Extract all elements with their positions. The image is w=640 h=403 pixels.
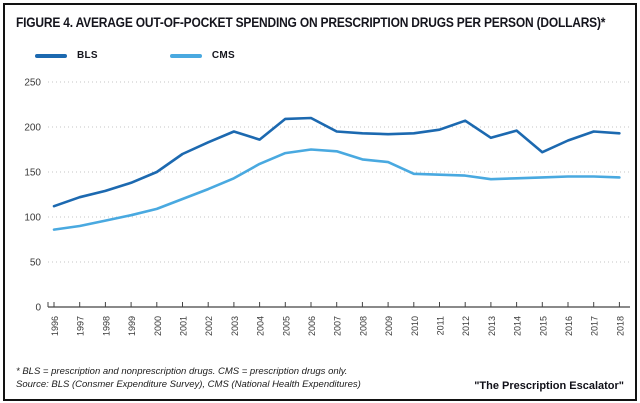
footnote-definitions: * BLS = prescription and nonprescription… [16,366,348,378]
cms-line-swatch-icon [169,53,202,58]
figure-footer: * BLS = prescription and nonprescription… [16,366,624,392]
x-tick-label-1996: 1996 [50,316,60,336]
x-tick-label-1998: 1998 [101,316,111,336]
y-tick-label-250: 250 [24,78,41,89]
legend-item-bls: BLS [35,50,98,61]
line-chart: 0 50 100 150 200 250 1996 1997 1998 1999 2000 2001 2… [24,78,630,336]
x-tick-label-2016: 2016 [564,316,574,336]
footnote-source: Source: BLS (Consmer Expenditure Survey)… [16,379,361,391]
x-tick-label-2000: 2000 [153,316,163,336]
figure-frame: FIGURE 4. AVERAGE OUT-OF-POCKET SPENDING… [3,3,637,401]
report-attribution: "The Prescription Escalator" [474,380,624,392]
x-tick-label-2015: 2015 [538,316,548,336]
x-tick-label-2011: 2011 [436,316,446,335]
x-tick-label-2007: 2007 [333,316,343,336]
x-tick-label-2013: 2013 [487,316,497,336]
x-tick-label-1999: 1999 [127,316,137,336]
y-tick-label-50: 50 [30,258,42,269]
x-tick-label-2014: 2014 [513,316,523,336]
x-tick-label-2018: 2018 [615,316,625,336]
chart-legend: BLS CMS [35,50,635,61]
figure-title: FIGURE 4. AVERAGE OUT-OF-POCKET SPENDING… [16,14,606,31]
chart-area: 0 50 100 150 200 250 1996 1997 1998 1999 2000 2001 2… [8,67,635,354]
x-tick-label-2002: 2002 [204,316,214,336]
x-tick-label-2017: 2017 [590,316,600,336]
bls-line-series [52,116,621,208]
x-tick-label-2010: 2010 [410,316,420,336]
x-tick-label-2004: 2004 [256,316,266,336]
x-tick-label-2006: 2006 [307,316,317,336]
x-tick-label-1997: 1997 [76,316,86,336]
cms-line-series [52,148,621,231]
x-tick-label-2009: 2009 [384,316,394,336]
footnotes: * BLS = prescription and nonprescription… [16,366,361,392]
y-tick-label-150: 150 [24,168,41,179]
x-tick-label-2008: 2008 [358,316,368,336]
x-tick-label-2003: 2003 [230,316,240,336]
y-tick-label-0: 0 [35,303,41,314]
x-tick-label-2001: 2001 [179,316,189,336]
y-tick-label-200: 200 [24,123,41,134]
legend-label-bls: BLS [77,50,98,61]
bls-line-swatch-icon [35,53,67,58]
legend-item-cms: CMS [169,50,236,61]
x-tick-label-2012: 2012 [461,316,471,336]
y-tick-label-100: 100 [24,213,41,224]
legend-label-cms: CMS [211,50,236,61]
x-tick-label-2005: 2005 [281,316,291,336]
